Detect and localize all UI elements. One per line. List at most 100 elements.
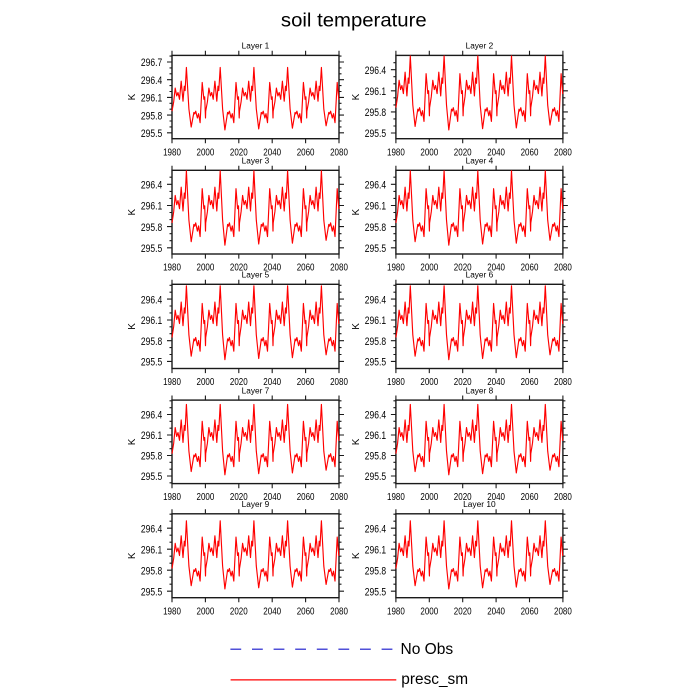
svg-text:296.1: 296.1 <box>141 544 162 556</box>
svg-text:295.8: 295.8 <box>365 107 386 119</box>
svg-text:1980: 1980 <box>387 492 405 503</box>
svg-text:295.5: 295.5 <box>141 128 162 140</box>
svg-text:2040: 2040 <box>263 606 281 617</box>
svg-text:295.8: 295.8 <box>365 451 386 463</box>
svg-text:296.4: 296.4 <box>365 180 386 192</box>
svg-text:296.1: 296.1 <box>365 201 386 213</box>
svg-text:295.8: 295.8 <box>141 222 162 234</box>
svg-text:2040: 2040 <box>263 492 281 503</box>
svg-text:2000: 2000 <box>197 606 215 617</box>
svg-text:296.4: 296.4 <box>141 75 162 87</box>
svg-text:296.4: 296.4 <box>141 410 162 422</box>
svg-text:296.1: 296.1 <box>141 93 162 105</box>
svg-text:2020: 2020 <box>230 147 248 158</box>
svg-text:2040: 2040 <box>487 263 505 274</box>
svg-text:296.1: 296.1 <box>365 544 386 556</box>
svg-text:296.7: 296.7 <box>141 57 162 69</box>
svg-text:2020: 2020 <box>454 263 472 274</box>
svg-text:Layer 7: Layer 7 <box>242 386 270 395</box>
svg-text:296.1: 296.1 <box>141 315 162 327</box>
svg-text:2080: 2080 <box>554 606 572 617</box>
svg-text:K: K <box>351 323 362 330</box>
svg-text:295.5: 295.5 <box>141 357 162 369</box>
svg-text:2040: 2040 <box>487 147 505 158</box>
svg-text:295.8: 295.8 <box>141 336 162 348</box>
svg-text:2000: 2000 <box>197 377 215 388</box>
svg-text:296.4: 296.4 <box>365 523 386 535</box>
svg-text:1980: 1980 <box>163 377 181 388</box>
svg-text:2000: 2000 <box>197 492 215 503</box>
svg-text:2080: 2080 <box>554 263 572 274</box>
svg-text:2000: 2000 <box>420 377 438 388</box>
svg-text:Layer 10: Layer 10 <box>463 500 496 509</box>
svg-text:295.8: 295.8 <box>365 336 386 348</box>
svg-text:296.1: 296.1 <box>365 86 386 98</box>
svg-text:presc_sm: presc_sm <box>401 671 468 688</box>
svg-text:1980: 1980 <box>163 147 181 158</box>
svg-text:Layer 3: Layer 3 <box>242 157 270 166</box>
svg-text:295.5: 295.5 <box>141 586 162 598</box>
svg-text:No Obs: No Obs <box>401 641 454 658</box>
svg-text:Layer 5: Layer 5 <box>242 271 270 280</box>
svg-text:Layer 4: Layer 4 <box>466 157 494 166</box>
svg-text:2020: 2020 <box>454 606 472 617</box>
svg-text:2040: 2040 <box>263 147 281 158</box>
svg-text:296.4: 296.4 <box>141 523 162 535</box>
svg-text:K: K <box>127 93 138 100</box>
svg-text:2020: 2020 <box>454 147 472 158</box>
svg-text:1980: 1980 <box>387 263 405 274</box>
svg-text:2080: 2080 <box>554 377 572 388</box>
svg-text:2060: 2060 <box>521 147 539 158</box>
svg-text:2060: 2060 <box>297 606 315 617</box>
svg-text:2080: 2080 <box>330 147 348 158</box>
svg-text:295.5: 295.5 <box>365 357 386 369</box>
svg-text:296.4: 296.4 <box>365 294 386 306</box>
svg-text:Layer 2: Layer 2 <box>466 42 494 51</box>
svg-text:1980: 1980 <box>387 377 405 388</box>
svg-text:296.1: 296.1 <box>365 430 386 442</box>
svg-text:2060: 2060 <box>297 147 315 158</box>
svg-text:2080: 2080 <box>554 492 572 503</box>
svg-text:Layer 8: Layer 8 <box>466 386 494 395</box>
svg-text:K: K <box>127 323 138 330</box>
svg-text:2020: 2020 <box>230 492 248 503</box>
svg-text:295.8: 295.8 <box>365 565 386 577</box>
svg-text:296.4: 296.4 <box>141 180 162 192</box>
svg-text:2060: 2060 <box>521 263 539 274</box>
svg-text:2060: 2060 <box>297 492 315 503</box>
svg-text:soil temperature: soil temperature <box>281 11 427 32</box>
svg-text:2000: 2000 <box>420 147 438 158</box>
svg-text:2020: 2020 <box>230 263 248 274</box>
svg-text:2000: 2000 <box>197 263 215 274</box>
svg-text:K: K <box>351 552 362 559</box>
svg-text:295.8: 295.8 <box>365 222 386 234</box>
svg-text:K: K <box>127 209 138 216</box>
svg-text:2040: 2040 <box>487 377 505 388</box>
svg-text:2000: 2000 <box>420 492 438 503</box>
svg-text:2040: 2040 <box>487 606 505 617</box>
svg-text:2060: 2060 <box>297 263 315 274</box>
svg-text:Layer 6: Layer 6 <box>466 271 494 280</box>
svg-text:1980: 1980 <box>163 492 181 503</box>
svg-text:2060: 2060 <box>521 377 539 388</box>
svg-text:295.5: 295.5 <box>141 243 162 255</box>
svg-text:2060: 2060 <box>297 377 315 388</box>
svg-text:2060: 2060 <box>521 606 539 617</box>
svg-text:296.4: 296.4 <box>365 410 386 422</box>
svg-text:K: K <box>127 438 138 445</box>
svg-text:2020: 2020 <box>454 377 472 388</box>
svg-text:Layer 9: Layer 9 <box>242 500 270 509</box>
svg-text:295.5: 295.5 <box>365 243 386 255</box>
svg-text:296.4: 296.4 <box>141 294 162 306</box>
svg-text:296.1: 296.1 <box>365 315 386 327</box>
svg-text:2080: 2080 <box>330 492 348 503</box>
svg-text:1980: 1980 <box>163 606 181 617</box>
svg-text:K: K <box>127 552 138 559</box>
svg-text:K: K <box>351 438 362 445</box>
svg-text:295.5: 295.5 <box>365 586 386 598</box>
svg-text:295.5: 295.5 <box>141 471 162 483</box>
svg-text:295.8: 295.8 <box>141 451 162 463</box>
svg-text:2020: 2020 <box>230 606 248 617</box>
svg-text:2000: 2000 <box>197 147 215 158</box>
svg-text:2040: 2040 <box>263 263 281 274</box>
